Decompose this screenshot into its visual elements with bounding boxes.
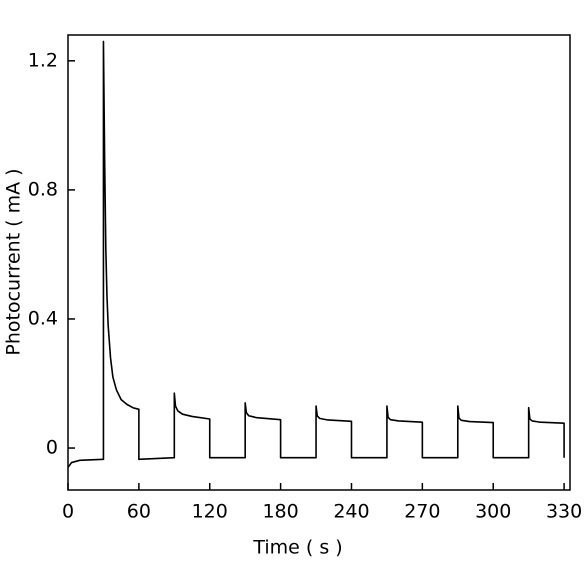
y-axis-label: Photocurrent ( mA ) <box>3 168 25 355</box>
y-tick-label: 0.8 <box>28 178 58 200</box>
x-tick-label: 300 <box>475 501 511 523</box>
y-tick-label: 0.4 <box>28 307 58 329</box>
x-tick-label: 270 <box>404 501 440 523</box>
x-tick-label: 60 <box>127 501 151 523</box>
y-tick-label: 0 <box>46 437 58 459</box>
x-axis-label: Time ( s ) <box>252 537 342 559</box>
x-tick-label: 330 <box>546 501 582 523</box>
x-tick-label: 120 <box>192 501 228 523</box>
plot-frame <box>67 34 571 491</box>
data-line <box>67 40 565 468</box>
x-tick-label: 0 <box>62 501 74 523</box>
x-tick-label: 240 <box>333 501 369 523</box>
x-tick-label: 180 <box>262 501 298 523</box>
y-tick-label: 1.2 <box>28 49 58 71</box>
